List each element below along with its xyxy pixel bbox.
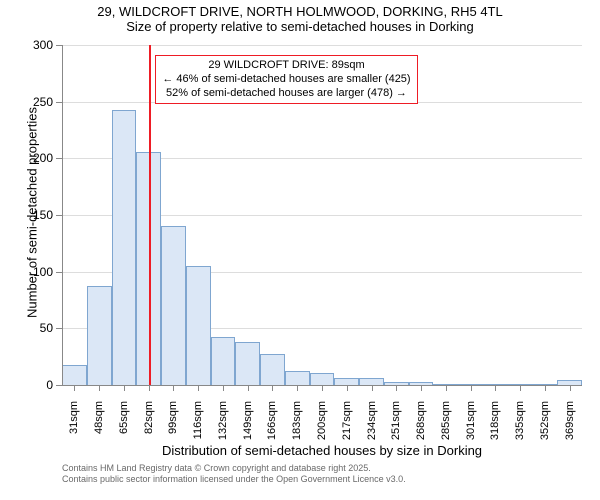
histogram-bar	[310, 373, 335, 385]
callout-line3: 52% of semi-detached houses are larger (…	[162, 87, 410, 101]
y-tick-label: 300	[17, 38, 53, 52]
x-axis-line	[62, 385, 582, 386]
x-axis-label: Distribution of semi-detached houses by …	[62, 443, 582, 458]
callout-line1: 29 WILDCROFT DRIVE: 89sqm	[162, 59, 410, 73]
histogram-bar	[112, 110, 137, 385]
attribution-line2: Contains public sector information licen…	[62, 474, 406, 485]
chart-title-line2: Size of property relative to semi-detach…	[0, 19, 600, 34]
histogram-bar	[285, 371, 310, 385]
callout-line2: ← 46% of semi-detached houses are smalle…	[162, 73, 410, 87]
attribution-line1: Contains HM Land Registry data © Crown c…	[62, 463, 406, 474]
attribution-text: Contains HM Land Registry data © Crown c…	[62, 463, 406, 485]
chart-title-line1: 29, WILDCROFT DRIVE, NORTH HOLMWOOD, DOR…	[0, 4, 600, 19]
y-axis-line	[62, 45, 63, 385]
histogram-bar	[186, 266, 211, 385]
histogram-bar	[62, 365, 87, 385]
y-tick-label: 0	[17, 378, 53, 392]
histogram-bar	[334, 378, 359, 385]
histogram-bar	[211, 337, 236, 385]
histogram-bar	[260, 354, 285, 385]
y-axis-label: Number of semi-detached properties	[25, 83, 40, 343]
property-marker-line	[149, 45, 151, 385]
grid-line	[62, 45, 582, 46]
property-callout-box: 29 WILDCROFT DRIVE: 89sqm ← 46% of semi-…	[155, 55, 417, 104]
histogram-bar	[161, 226, 186, 385]
histogram-bar	[235, 342, 260, 385]
histogram-bar	[87, 286, 112, 385]
histogram-bar	[359, 378, 384, 385]
